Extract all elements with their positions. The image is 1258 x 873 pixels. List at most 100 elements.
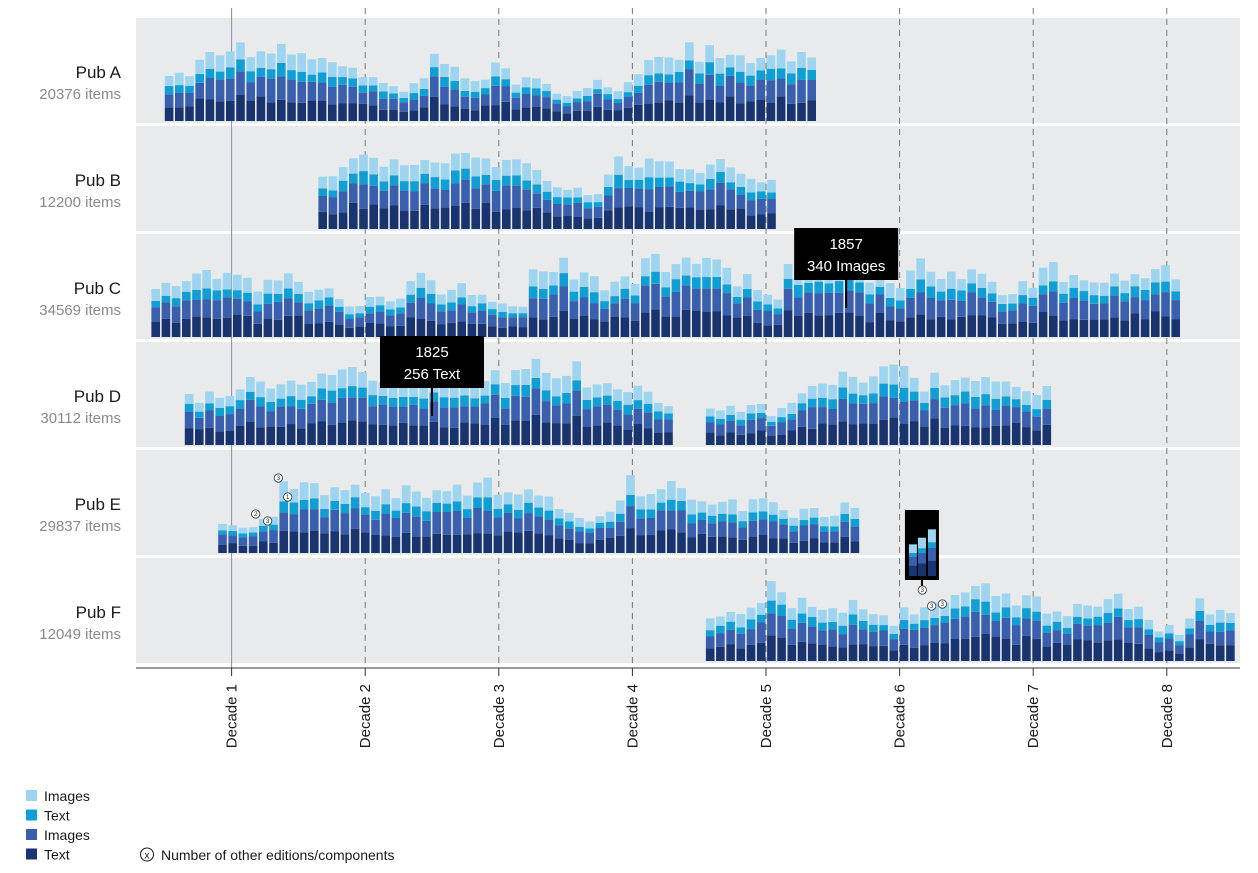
bar-segment [502, 209, 511, 229]
tooltip-year: 1857 [829, 236, 862, 253]
bar-segment [1028, 287, 1038, 298]
bar-segment [705, 432, 715, 445]
bar-segment [542, 199, 552, 213]
bar-segment [391, 510, 401, 519]
bar-segment [389, 175, 399, 186]
bar-segment [228, 525, 237, 531]
year-bar [338, 66, 347, 121]
bar-segment [1185, 647, 1194, 661]
year-bar [1018, 281, 1027, 337]
bar-segment [369, 204, 378, 229]
bar-segment [743, 289, 752, 298]
bar-segment [920, 391, 929, 403]
bar-segment [175, 72, 184, 86]
year-bar [480, 381, 490, 445]
bar-segment [767, 600, 776, 614]
bar-segment [687, 537, 696, 553]
bar-segment [840, 502, 849, 514]
year-bar [396, 298, 405, 337]
year-bar [879, 615, 888, 661]
bar-segment [736, 627, 746, 634]
bar-segment [1049, 281, 1058, 292]
bar-segment [991, 381, 1001, 399]
bar-segment [818, 622, 827, 631]
bar-segment [583, 202, 593, 209]
year-bar [1171, 279, 1180, 337]
bar-segment [746, 433, 756, 445]
bar-segment [151, 289, 160, 301]
year-bar [463, 495, 472, 553]
year-bar [412, 491, 421, 553]
bar-segment [381, 489, 390, 505]
year-bar [379, 166, 389, 229]
bar-segment [797, 613, 807, 623]
bar-segment [840, 521, 849, 537]
bar-segment [593, 217, 603, 229]
bar-segment [348, 86, 357, 104]
bar-segment [400, 165, 409, 182]
bar-segment [1073, 623, 1082, 640]
bar-segment [386, 309, 395, 316]
bar-segment [585, 533, 594, 544]
bar-segment [503, 504, 513, 513]
bar-segment [335, 306, 344, 312]
bar-segment [991, 399, 1001, 410]
bar-segment [677, 510, 686, 533]
bar-segment [1079, 280, 1089, 291]
bar-segment [605, 527, 615, 538]
bar-segment [646, 494, 656, 510]
bar-segment [656, 510, 666, 531]
bar-segment [573, 217, 582, 229]
year-bar [1011, 386, 1021, 445]
bar-segment [1022, 391, 1031, 405]
bar-segment [365, 297, 375, 307]
bar-segment [794, 316, 803, 337]
bar-segment [626, 475, 635, 495]
bar-segment [789, 542, 798, 553]
bar-segment [738, 527, 747, 540]
bar-segment [1042, 632, 1052, 647]
bar-segment [246, 100, 255, 121]
bar-segment [585, 543, 594, 553]
bar-segment [426, 293, 436, 304]
bar-segment [885, 297, 895, 307]
bar-segment [807, 626, 817, 644]
bar-segment [848, 644, 858, 661]
year-bar [644, 60, 653, 121]
bar-segment [736, 419, 746, 426]
bar-segment [565, 539, 574, 553]
year-bar [896, 288, 905, 337]
year-bar [378, 382, 388, 445]
bar-segment [906, 288, 915, 298]
bar-segment [299, 532, 309, 553]
bar-segment [222, 272, 232, 290]
bar-segment [304, 291, 313, 304]
bar-segment [355, 306, 364, 314]
year-bar [562, 96, 572, 121]
year-bar [151, 289, 160, 337]
bar-segment [215, 71, 225, 80]
year-bar [349, 158, 358, 229]
bar-segment [654, 102, 663, 121]
bar-segment [753, 309, 762, 323]
bar-segment [182, 300, 191, 319]
bar-segment [585, 521, 594, 529]
year-bar [1205, 614, 1215, 661]
year-bar [381, 489, 390, 553]
bar-segment [1171, 300, 1180, 320]
bar-segment [957, 279, 966, 291]
bar-segment [977, 297, 987, 316]
bar-segment [971, 381, 980, 397]
bar-segment [399, 102, 408, 112]
year-bar [471, 157, 480, 229]
bar-segment [712, 311, 721, 337]
bar-segment [1011, 617, 1021, 626]
bar-segment [763, 304, 772, 311]
bar-segment [511, 109, 521, 121]
bar-segment [164, 107, 174, 121]
year-bar [205, 391, 214, 445]
bar-segment [541, 390, 551, 402]
year-bar [1195, 598, 1205, 661]
bar-segment [388, 381, 398, 398]
bar-segment [1154, 637, 1164, 643]
